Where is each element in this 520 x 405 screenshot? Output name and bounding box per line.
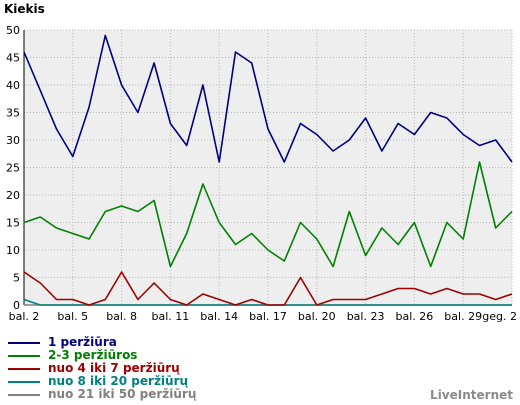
y-tick-label: 0 <box>13 299 20 312</box>
legend-item: nuo 21 iki 50 peržiūrų <box>8 388 196 401</box>
y-tick-label: 30 <box>6 134 20 147</box>
legend-item: 1 peržiūra <box>8 336 196 349</box>
legend-label: 1 peržiūra <box>48 335 117 349</box>
y-tick-label: 25 <box>6 162 20 175</box>
line-chart: Kiekis 0 5 10 15 20 25 30 35 40 45 50 bal. 2 bal. 5 b… <box>4 2 517 323</box>
series-line <box>23 161 513 268</box>
series-line <box>23 271 513 306</box>
legend-swatch <box>8 341 40 344</box>
y-axis-label: Kiekis <box>4 2 45 16</box>
legend-item: 2-3 peržiūros <box>8 349 196 362</box>
x-tick-label: bal. 26 <box>396 310 434 323</box>
legend-label: nuo 8 iki 20 peržiūrų <box>48 374 189 388</box>
x-tick-label: bal. 8 <box>106 310 137 323</box>
y-tick-label: 40 <box>6 79 20 92</box>
y-tick-label: 5 <box>13 272 20 285</box>
x-tick-label: bal. 5 <box>57 310 88 323</box>
legend-swatch <box>8 380 40 383</box>
y-tick-label: 10 <box>6 244 20 257</box>
legend-label: 2-3 peržiūros <box>48 348 138 362</box>
x-tick-label: bal. 23 <box>347 310 385 323</box>
brand-label: LiveInternet <box>430 388 513 402</box>
legend-label: nuo 4 iki 7 peržiūrų <box>48 361 180 375</box>
x-tick-label: bal. 29 <box>444 310 482 323</box>
y-tick-label: 50 <box>6 24 20 37</box>
legend-item: nuo 4 iki 7 peržiūrų <box>8 362 196 375</box>
y-tick-label: 45 <box>6 52 20 65</box>
legend-swatch <box>8 354 40 357</box>
legend-label: nuo 21 iki 50 peržiūrų <box>48 387 197 401</box>
legend-swatch <box>8 367 40 370</box>
x-tick-label: geg. 2 <box>482 310 517 323</box>
legend: 1 peržiūra 2-3 peržiūros nuo 4 iki 7 perži… <box>8 336 196 401</box>
series-line <box>23 34 513 163</box>
y-tick-label: 35 <box>6 107 20 120</box>
plot-area: 0 5 10 15 20 25 30 35 40 45 50 bal. 2 bal. 5 bal. 8 ba… <box>6 24 517 323</box>
legend-swatch <box>8 393 40 396</box>
x-tick-label: bal. 20 <box>298 310 336 323</box>
x-tick-label: bal. 2 <box>9 310 40 323</box>
y-tick-label: 15 <box>6 217 20 230</box>
legend-item: nuo 8 iki 20 peržiūrų <box>8 375 196 388</box>
x-tick-label: bal. 14 <box>200 310 238 323</box>
x-tick-label: bal. 17 <box>249 310 287 323</box>
x-tick-label: bal. 11 <box>152 310 190 323</box>
y-tick-label: 20 <box>6 189 20 202</box>
